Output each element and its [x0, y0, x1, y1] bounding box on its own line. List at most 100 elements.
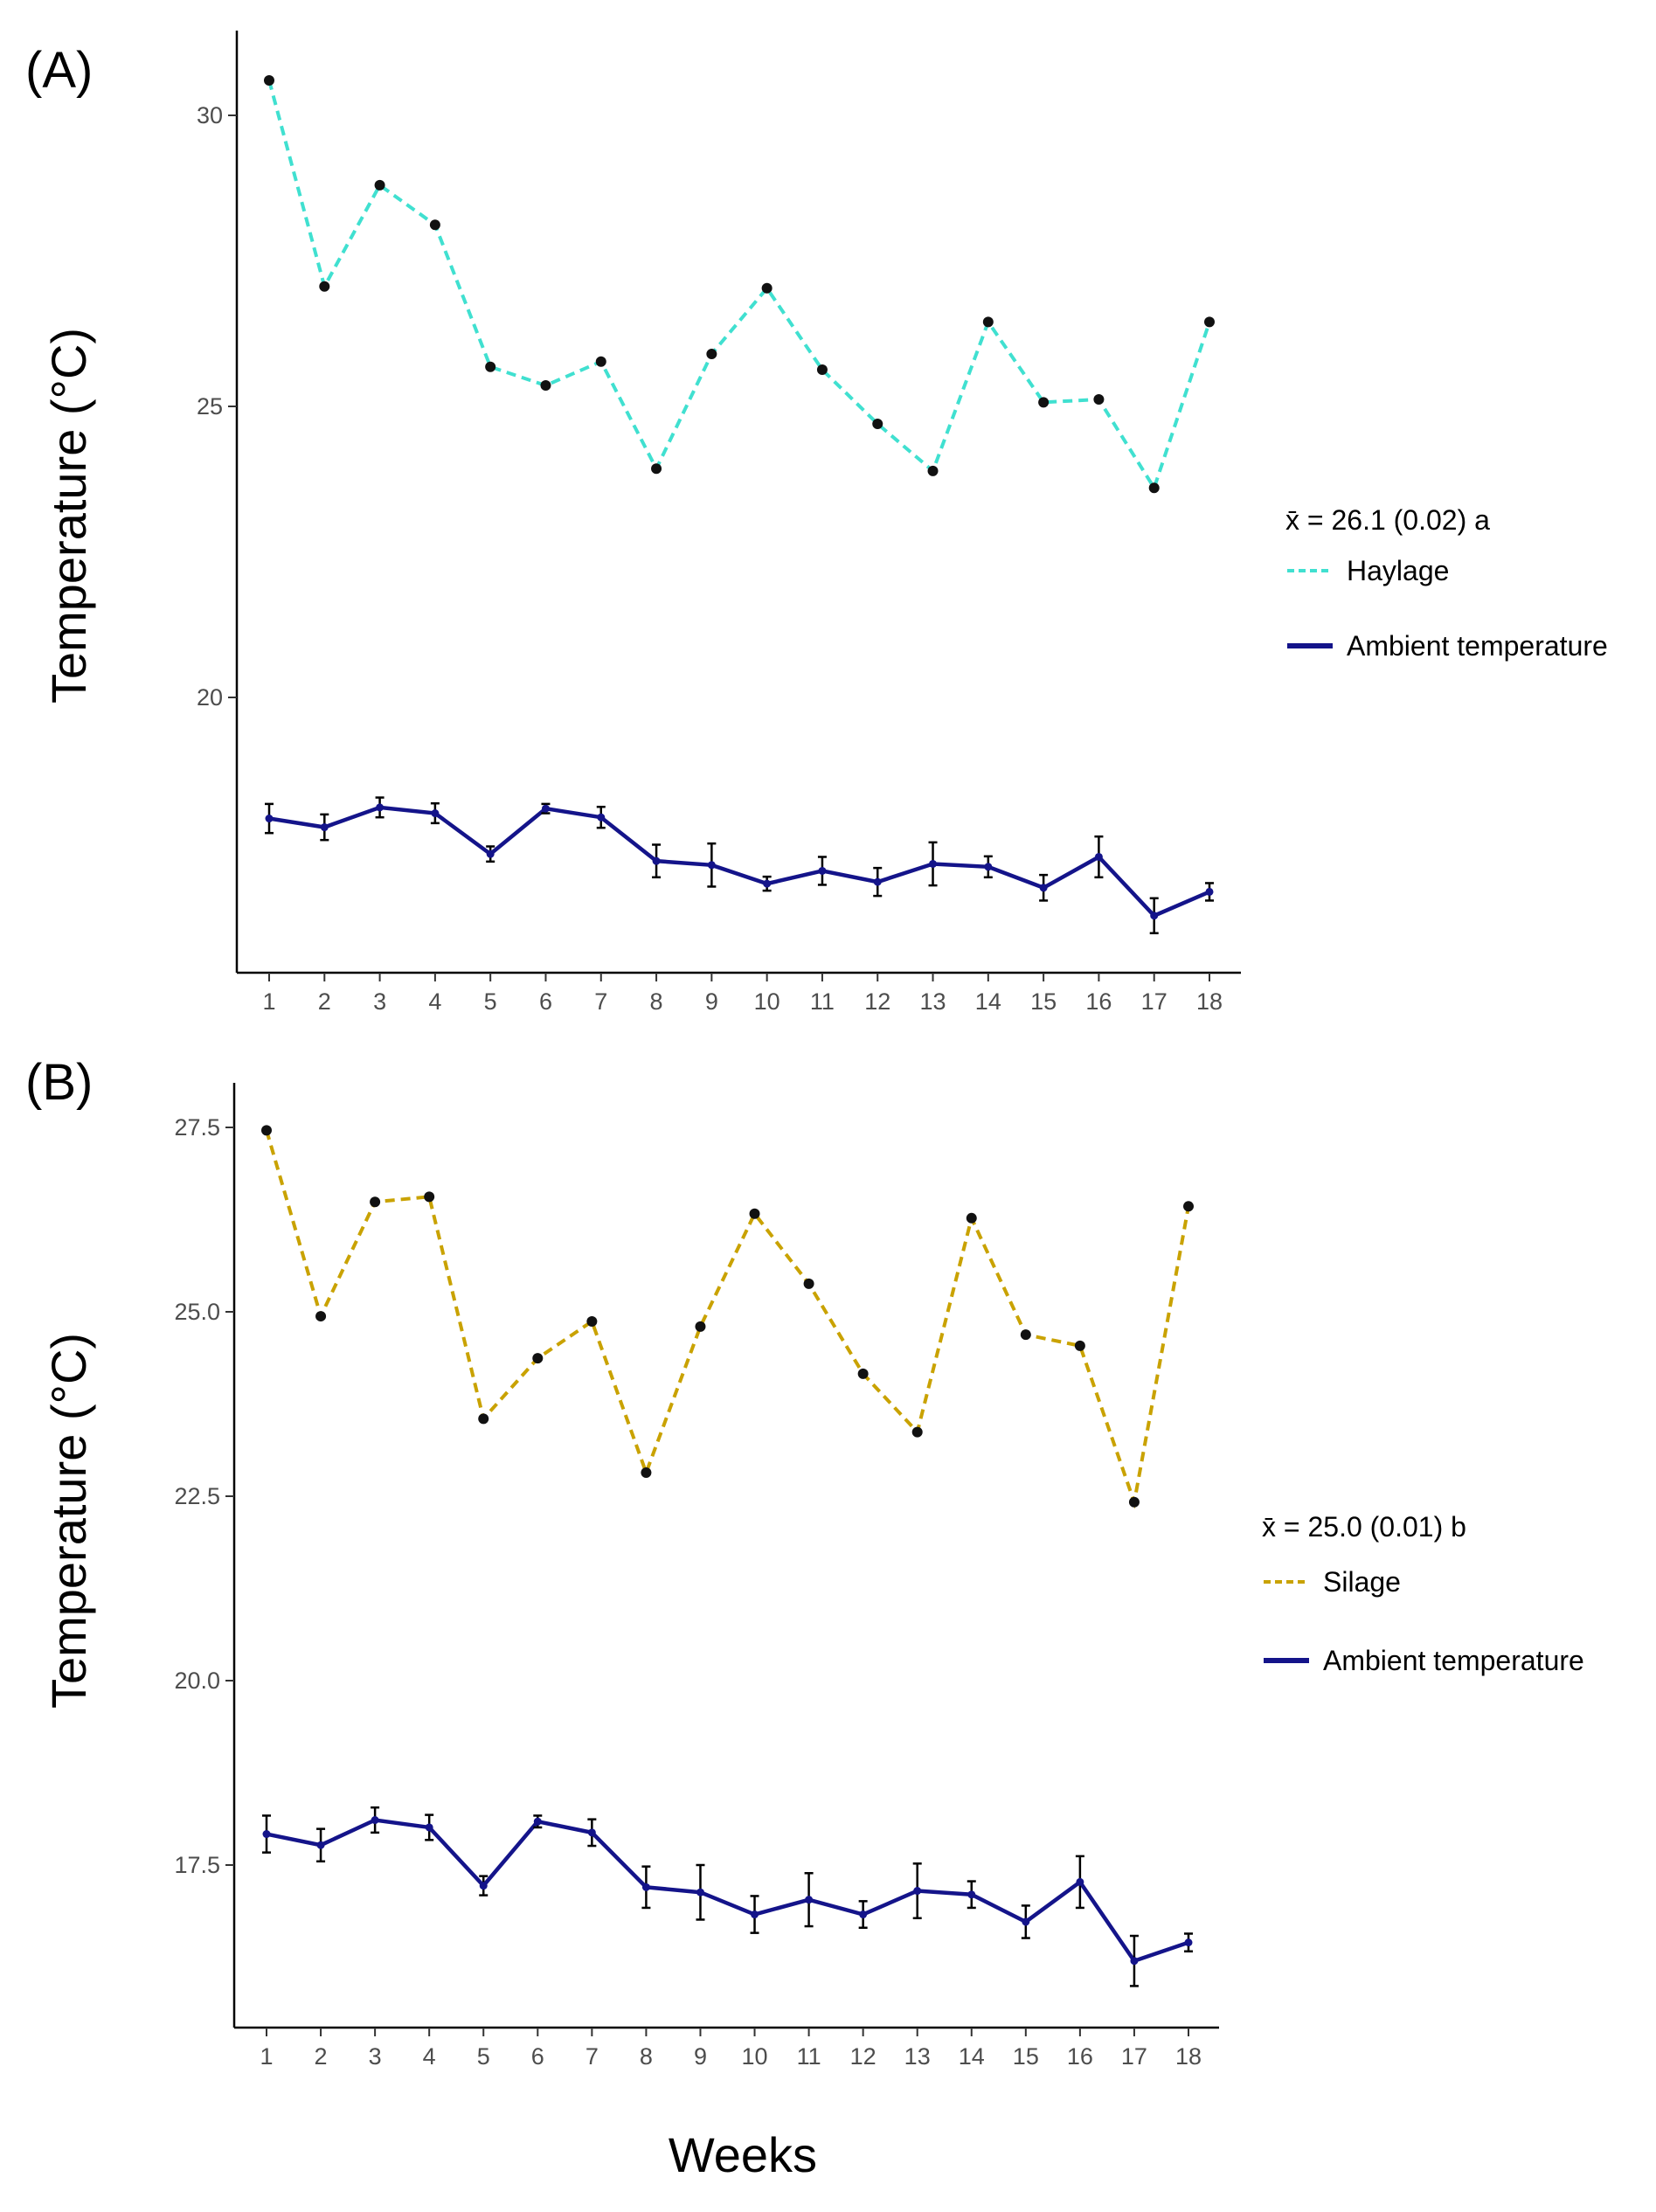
x-tick-label: 16 — [1085, 988, 1112, 1015]
data-point — [374, 179, 385, 191]
data-point — [370, 1196, 381, 1208]
x-tick-label: 10 — [754, 988, 780, 1015]
x-tick-label: 12 — [850, 2043, 877, 2070]
y-axis-label-a: Temperature (°C) — [41, 328, 96, 704]
data-point — [540, 380, 551, 392]
x-tick-label: 2 — [318, 988, 331, 1015]
data-point — [1093, 394, 1105, 406]
x-tick-label: 9 — [705, 988, 718, 1015]
x-tick-label: 10 — [742, 2043, 768, 2070]
data-point — [320, 823, 329, 832]
y-tick-label: 20 — [197, 684, 223, 711]
data-point — [478, 1413, 489, 1425]
legend: x̄ = 26.1 (0.02) a Haylage Ambient tempera… — [1285, 504, 1608, 662]
data-point — [1076, 1877, 1084, 1886]
data-point — [424, 1191, 435, 1203]
series-line — [266, 1818, 1189, 1964]
x-tick-label: 11 — [797, 2043, 821, 2070]
x-tick-label: 11 — [810, 988, 835, 1015]
data-point — [425, 1823, 433, 1832]
data-point — [533, 1817, 542, 1826]
data-point — [982, 316, 994, 328]
data-point — [652, 856, 661, 865]
data-point — [1074, 1340, 1085, 1351]
data-point — [1128, 1496, 1140, 1508]
x-tick-label: 6 — [539, 988, 552, 1015]
x-tick-label: 13 — [920, 988, 946, 1015]
x-tick-label: 8 — [640, 2043, 653, 2070]
data-point — [485, 361, 496, 372]
legend-title: x̄ = 26.1 (0.02) a — [1285, 504, 1490, 536]
data-point — [315, 1311, 327, 1322]
data-point — [1150, 912, 1159, 920]
x-tick-label: 17 — [1121, 2043, 1147, 2070]
x-tick-label: 4 — [428, 988, 441, 1015]
data-point — [319, 281, 330, 292]
data-point — [431, 809, 440, 818]
x-axis-label: Weeks — [669, 2127, 817, 2182]
data-point — [541, 804, 550, 813]
y-tick-label: 25.0 — [174, 1299, 220, 1325]
legend: x̄ = 25.0 (0.01) b Silage Ambient temperat… — [1262, 1511, 1584, 1676]
data-point — [1184, 1938, 1193, 1947]
y-tick-label: 20.0 — [174, 1668, 220, 1694]
data-point — [1148, 482, 1160, 494]
data-point — [707, 861, 716, 870]
data-point — [316, 1841, 325, 1849]
x-tick-label: 15 — [1030, 988, 1057, 1015]
y-tick-label: 27.5 — [174, 1114, 220, 1141]
data-point — [1205, 887, 1214, 896]
data-point — [857, 1368, 869, 1379]
x-tick-label: 15 — [1013, 2043, 1039, 2070]
x-tick-label: 18 — [1175, 2043, 1202, 2070]
x-tick-label: 8 — [650, 988, 663, 1015]
x-tick-label: 17 — [1141, 988, 1168, 1015]
y-axis-label-b: Temperature (°C) — [41, 1333, 96, 1709]
x-tick-label: 3 — [373, 988, 386, 1015]
data-point — [376, 803, 385, 812]
data-point — [803, 1278, 814, 1289]
data-point — [1130, 1957, 1139, 1966]
data-point — [805, 1896, 814, 1904]
legend-label: Ambient temperature — [1323, 1645, 1584, 1676]
x-tick-label: 4 — [423, 2043, 436, 2070]
data-point — [984, 863, 993, 871]
data-point — [595, 356, 606, 367]
data-point — [586, 1315, 598, 1327]
panel-label-b: (B) — [25, 1054, 93, 1111]
x-tick-label: 14 — [959, 2043, 985, 2070]
data-point — [262, 1830, 271, 1839]
legend-label: Ambient temperature — [1347, 630, 1608, 662]
series-line — [268, 805, 1210, 919]
x-tick-label: 16 — [1067, 2043, 1093, 2070]
legend-title: x̄ = 25.0 (0.01) b — [1262, 1511, 1466, 1543]
data-point — [751, 1910, 759, 1919]
data-point — [264, 75, 274, 87]
x-tick-label: 13 — [904, 2043, 931, 2070]
x-tick-label: 5 — [484, 988, 497, 1015]
data-point — [927, 465, 939, 476]
legend-label: Haylage — [1347, 555, 1449, 586]
x-tick-label: 2 — [315, 2043, 328, 2070]
data-point — [587, 1828, 596, 1837]
data-point — [479, 1882, 488, 1890]
data-point — [651, 463, 662, 475]
data-point — [1038, 397, 1050, 408]
data-point — [371, 1816, 379, 1825]
series-ambient-temperature — [262, 1806, 1193, 1987]
y-tick-label: 30 — [197, 102, 223, 128]
data-point — [261, 1125, 272, 1136]
data-point — [696, 1888, 704, 1896]
data-point — [911, 1426, 923, 1438]
series-line — [267, 80, 1211, 492]
x-tick-label: 7 — [585, 2043, 599, 2070]
data-point — [761, 282, 773, 294]
data-point — [816, 364, 828, 376]
series-ambient-temperature — [265, 796, 1214, 934]
data-point — [929, 859, 938, 868]
panel-label-a: (A) — [25, 42, 93, 99]
y-tick-label: 25 — [197, 393, 223, 420]
series-haylage — [264, 75, 1215, 494]
data-point — [1183, 1201, 1194, 1212]
